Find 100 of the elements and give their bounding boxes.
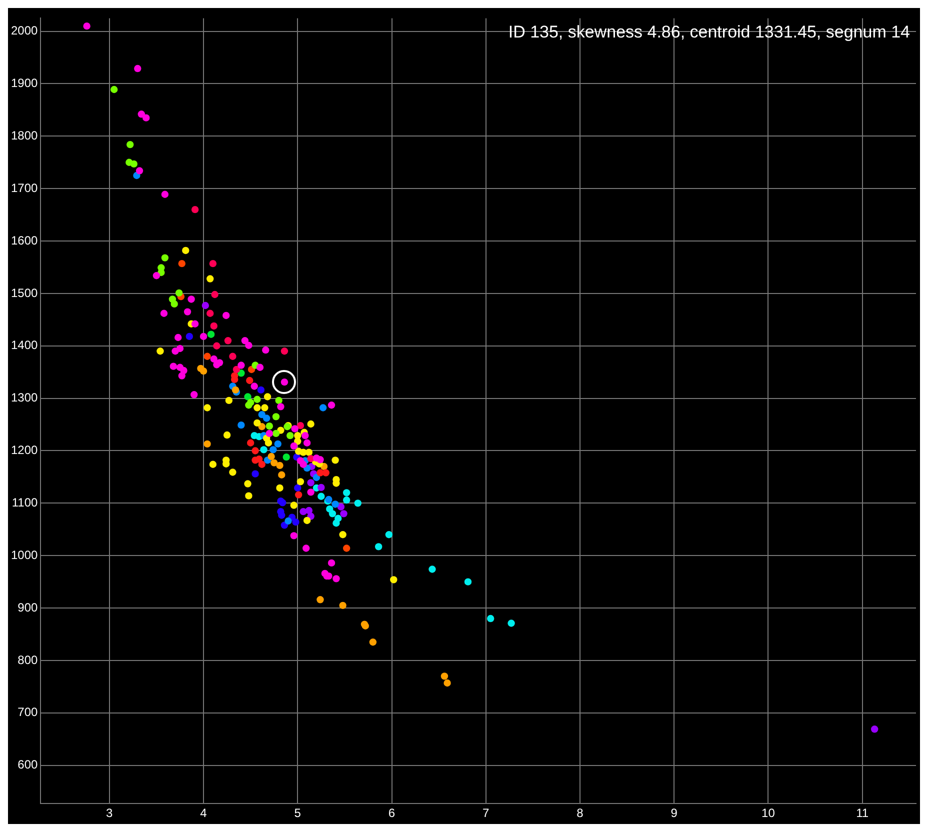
point bbox=[272, 413, 280, 420]
point bbox=[264, 393, 272, 400]
point bbox=[250, 382, 258, 390]
point bbox=[204, 404, 211, 412]
point bbox=[252, 470, 259, 478]
point bbox=[246, 439, 254, 446]
y-tick-label: 1700 bbox=[10, 180, 38, 195]
point bbox=[182, 246, 190, 254]
y-tick-label: 800 bbox=[18, 652, 38, 667]
point bbox=[252, 447, 259, 454]
point bbox=[170, 362, 178, 370]
y-tick-label: 1300 bbox=[10, 390, 38, 405]
point bbox=[254, 396, 261, 403]
point bbox=[245, 402, 252, 409]
point bbox=[290, 532, 298, 540]
point bbox=[319, 404, 327, 412]
point bbox=[160, 310, 168, 317]
point bbox=[232, 366, 240, 374]
point bbox=[204, 352, 211, 360]
x-tick-label: 5 bbox=[294, 806, 302, 820]
point bbox=[161, 254, 169, 262]
point bbox=[316, 469, 324, 476]
point bbox=[188, 296, 195, 303]
point bbox=[305, 506, 313, 514]
point bbox=[312, 474, 320, 482]
point bbox=[254, 404, 261, 412]
point bbox=[332, 575, 340, 582]
point bbox=[186, 332, 194, 340]
point bbox=[174, 334, 182, 342]
point bbox=[303, 516, 311, 524]
point bbox=[213, 361, 220, 368]
point bbox=[354, 500, 362, 507]
point bbox=[258, 460, 266, 468]
point bbox=[290, 502, 298, 509]
point bbox=[870, 726, 878, 733]
point bbox=[266, 422, 274, 430]
point bbox=[440, 672, 448, 680]
point bbox=[444, 679, 451, 687]
point bbox=[126, 140, 134, 148]
point bbox=[318, 484, 325, 492]
point bbox=[202, 302, 210, 310]
point bbox=[110, 86, 118, 94]
point bbox=[136, 167, 144, 174]
x-tick-label: 6 bbox=[388, 806, 396, 820]
point bbox=[272, 430, 280, 438]
point bbox=[170, 300, 178, 308]
point bbox=[307, 488, 314, 496]
point bbox=[266, 430, 274, 438]
point bbox=[294, 484, 302, 492]
point bbox=[374, 543, 382, 550]
point bbox=[213, 342, 220, 350]
point bbox=[258, 410, 266, 418]
y-tick-label: 2000 bbox=[10, 24, 38, 38]
point bbox=[307, 420, 314, 428]
point bbox=[258, 423, 266, 430]
y-tick-label: 1200 bbox=[10, 443, 38, 458]
point bbox=[328, 402, 336, 409]
point bbox=[270, 446, 277, 454]
point bbox=[284, 517, 292, 525]
point bbox=[303, 439, 311, 446]
point bbox=[204, 440, 211, 448]
point bbox=[385, 531, 393, 538]
point bbox=[210, 355, 218, 363]
point bbox=[276, 462, 284, 470]
point bbox=[294, 438, 302, 445]
y-tick-label: 1400 bbox=[10, 338, 38, 352]
x-tick-label: 7 bbox=[482, 806, 490, 820]
point bbox=[339, 531, 346, 538]
point bbox=[290, 442, 298, 450]
point bbox=[486, 614, 494, 622]
point bbox=[152, 272, 160, 280]
y-tick-label: 1500 bbox=[10, 286, 38, 300]
point bbox=[262, 414, 270, 422]
point bbox=[224, 337, 232, 344]
point bbox=[286, 432, 294, 440]
point bbox=[340, 510, 348, 518]
point bbox=[254, 419, 261, 427]
x-tick-label: 9 bbox=[670, 806, 678, 820]
y-tick-label: 1800 bbox=[10, 128, 38, 142]
point bbox=[369, 638, 377, 646]
point bbox=[342, 489, 350, 496]
point bbox=[332, 520, 340, 527]
point bbox=[209, 460, 217, 468]
point bbox=[260, 446, 268, 454]
y-tick-label: 1000 bbox=[10, 548, 38, 562]
y-tick-label: 1100 bbox=[12, 495, 38, 510]
point bbox=[241, 337, 249, 344]
point bbox=[161, 190, 169, 198]
point bbox=[428, 566, 436, 573]
point bbox=[229, 352, 236, 360]
point bbox=[222, 312, 230, 320]
point bbox=[176, 344, 184, 352]
point bbox=[300, 460, 307, 468]
point bbox=[257, 386, 265, 394]
point bbox=[211, 290, 218, 298]
point bbox=[261, 404, 268, 412]
y-tick-label: 1600 bbox=[10, 233, 38, 248]
point bbox=[274, 440, 282, 448]
point bbox=[278, 471, 286, 478]
point bbox=[305, 448, 313, 456]
